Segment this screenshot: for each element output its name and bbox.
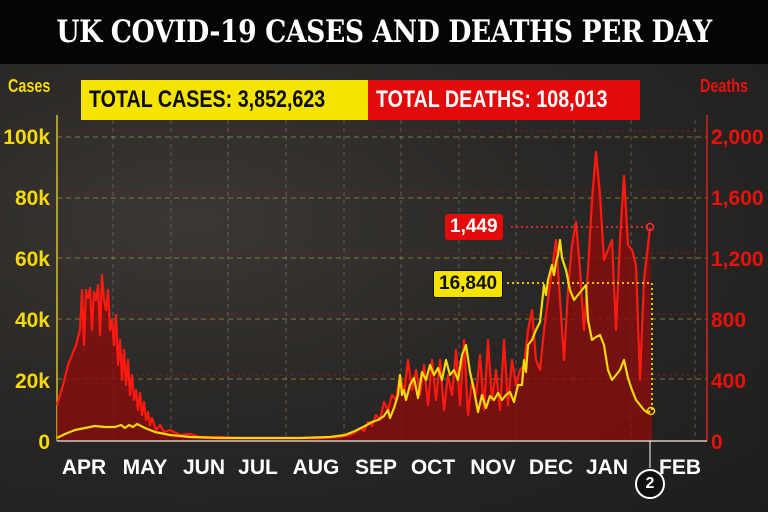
total-deaths-badge: TOTAL DEATHS: 108,013 bbox=[368, 80, 640, 120]
month-label: AUG bbox=[293, 456, 340, 479]
deaths-tick-labels: 2,000 1,600 1,200 800 400 0 bbox=[711, 126, 764, 454]
month-label: JAN bbox=[586, 456, 628, 479]
total-cases-badge: TOTAL CASES: 3,852,623 bbox=[81, 80, 372, 120]
cases-annotation-leader bbox=[507, 282, 653, 411]
chart-title: UK COVID-19 CASES AND DEATHS PER DAY bbox=[56, 14, 712, 50]
deaths-axis-title: Deaths bbox=[700, 76, 749, 96]
month-label: MAY bbox=[123, 456, 168, 479]
month-labels: APR MAY JUN JUL AUG SEP OCT NOV DEC JAN … bbox=[62, 456, 701, 479]
month-label: DEC bbox=[529, 456, 573, 479]
total-cases-text: TOTAL CASES: 3,852,623 bbox=[89, 86, 326, 113]
cases-tick: 40k bbox=[15, 309, 50, 332]
month-label: JUN bbox=[183, 456, 225, 479]
month-label: SEP bbox=[355, 456, 397, 479]
month-label: OCT bbox=[411, 456, 456, 479]
total-deaths-text: TOTAL DEATHS: 108,013 bbox=[376, 86, 608, 113]
deaths-line bbox=[55, 150, 652, 440]
cases-tick: 60k bbox=[15, 248, 50, 271]
deaths-tick: 1,600 bbox=[711, 187, 764, 210]
deaths-area bbox=[57, 152, 652, 440]
cases-tick: 100k bbox=[3, 126, 50, 149]
deaths-tick: 800 bbox=[711, 309, 746, 332]
cases-tick: 0 bbox=[38, 431, 50, 454]
title-bar: UK COVID-19 CASES AND DEATHS PER DAY bbox=[0, 0, 768, 64]
cases-tick: 20k bbox=[15, 370, 50, 393]
latest-cases-label: 16,840 bbox=[433, 270, 504, 298]
cases-axis-title: Cases bbox=[8, 76, 51, 96]
latest-deaths-label: 1,449 bbox=[445, 214, 503, 240]
month-label: FEB bbox=[659, 456, 701, 479]
month-label: APR bbox=[62, 456, 106, 479]
deaths-tick: 0 bbox=[711, 431, 723, 454]
month-label: JUL bbox=[238, 456, 278, 479]
cases-tick: 80k bbox=[15, 187, 50, 210]
deaths-tick: 2,000 bbox=[711, 126, 764, 149]
deaths-tick: 400 bbox=[711, 370, 746, 393]
month-label: NOV bbox=[470, 456, 516, 479]
cases-tick-labels: 100k 80k 60k 40k 20k 0 bbox=[3, 126, 50, 454]
cases-line bbox=[56, 238, 651, 440]
feb-2-marker: 2 bbox=[635, 469, 665, 499]
deaths-latest-point bbox=[645, 222, 655, 232]
cases-latest-point bbox=[646, 406, 656, 416]
deaths-tick: 1,200 bbox=[711, 248, 764, 271]
